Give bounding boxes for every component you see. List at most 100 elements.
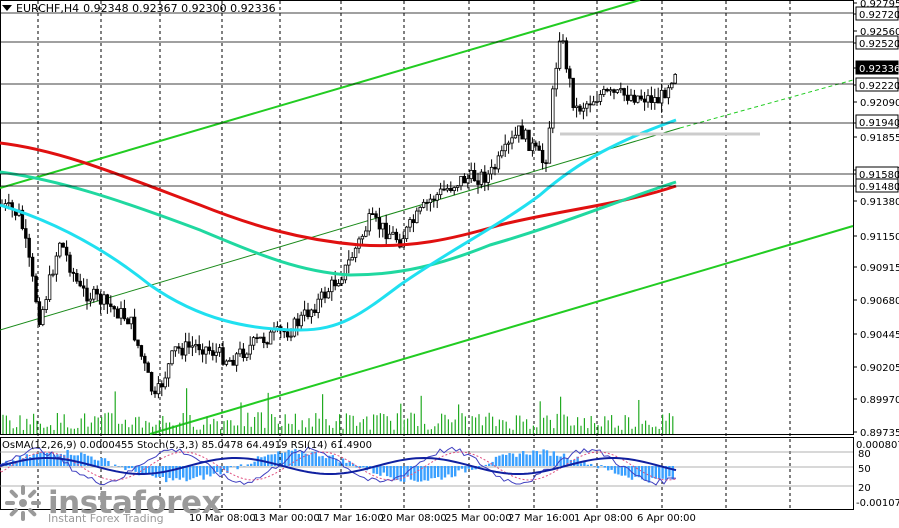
time-axis-label: 10 Mar 08:00 bbox=[189, 513, 256, 524]
osma-bar bbox=[273, 454, 277, 466]
candle-body bbox=[636, 95, 640, 103]
osma-bar bbox=[280, 453, 283, 466]
osma-bar bbox=[93, 459, 96, 466]
indicator-axis-label: 80 bbox=[858, 449, 871, 460]
indicator-panel-frame bbox=[0, 437, 854, 510]
candle-body bbox=[109, 303, 113, 307]
osma-bar bbox=[185, 466, 188, 482]
candle-body bbox=[605, 88, 609, 92]
candle-body bbox=[462, 175, 467, 184]
candle-body bbox=[438, 188, 443, 196]
candle-body bbox=[578, 105, 582, 112]
candle-body bbox=[173, 346, 178, 352]
candle-body bbox=[459, 175, 463, 187]
osma-bar bbox=[49, 452, 52, 466]
price-tag-label: 0.92720 bbox=[859, 10, 899, 21]
candle-body bbox=[493, 166, 497, 170]
osma-bar bbox=[627, 466, 630, 478]
osma-bar bbox=[590, 463, 593, 466]
price-tag-box bbox=[855, 60, 899, 75]
candle-body bbox=[221, 347, 225, 365]
candle-body bbox=[289, 335, 293, 338]
candle-body bbox=[112, 306, 116, 310]
candle-body bbox=[268, 331, 273, 345]
osma-bar bbox=[107, 461, 110, 466]
candle-body bbox=[432, 198, 436, 201]
candle-body bbox=[489, 166, 494, 175]
osma-bar bbox=[664, 466, 668, 481]
brand-tagline: Instant Forex Trading bbox=[48, 512, 164, 525]
level-lines bbox=[0, 12, 853, 187]
osma-bar bbox=[35, 454, 39, 466]
osma-bar bbox=[341, 458, 345, 466]
osma-bar bbox=[522, 451, 525, 466]
osma-bar bbox=[202, 466, 205, 480]
candle-body bbox=[248, 344, 252, 355]
osma-bar bbox=[471, 466, 474, 470]
candle-body bbox=[299, 314, 303, 327]
osma-bar bbox=[637, 466, 640, 478]
candle-body bbox=[612, 89, 616, 93]
osma-bar bbox=[413, 466, 416, 481]
candle-body bbox=[37, 301, 42, 326]
candle-body bbox=[449, 187, 453, 192]
chevron-down-icon[interactable] bbox=[2, 5, 12, 11]
brand-name: instaforex bbox=[48, 485, 221, 521]
candle-body bbox=[183, 341, 188, 356]
ohlc-values: 0.92348 0.92367 0.92300 0.92336 bbox=[83, 1, 276, 15]
osma-bar bbox=[651, 466, 654, 478]
osma-bar bbox=[236, 466, 239, 470]
candle-body bbox=[663, 89, 667, 99]
osma-bar bbox=[216, 466, 219, 473]
price-axis-label: 0.91150 bbox=[860, 232, 899, 243]
channel-lower-line bbox=[149, 225, 854, 435]
osma-bar bbox=[188, 466, 192, 480]
price-axis-label: 0.90915 bbox=[860, 263, 899, 274]
candle-body bbox=[7, 202, 11, 205]
candle-body bbox=[476, 180, 480, 185]
candle-body bbox=[258, 336, 263, 339]
price-axis-label: 0.91380 bbox=[860, 197, 899, 208]
osma-bar bbox=[80, 452, 83, 466]
candle-body bbox=[20, 209, 25, 229]
candle-body bbox=[387, 233, 392, 240]
channel-mid-extension bbox=[679, 79, 854, 129]
candle-body bbox=[166, 363, 171, 379]
candle-body bbox=[231, 359, 235, 366]
osma-bar bbox=[137, 466, 141, 476]
osma-bar bbox=[457, 466, 460, 471]
candle-body bbox=[228, 359, 232, 362]
candle-body bbox=[415, 210, 419, 224]
osma-bar bbox=[148, 466, 151, 474]
candle-body bbox=[598, 94, 603, 102]
candle-body bbox=[319, 291, 324, 300]
candle-body bbox=[472, 170, 477, 182]
candle-body bbox=[496, 155, 501, 170]
chart-header[interactable]: EURCHF,H4 0.92348 0.92367 0.92300 0.9233… bbox=[0, 0, 276, 16]
brand-logo: instaforex Instant Forex Trading bbox=[4, 484, 221, 525]
indicator-axis-label: 20 bbox=[858, 483, 871, 494]
candle-body bbox=[224, 360, 229, 365]
candle-body bbox=[503, 143, 507, 152]
osma-bar bbox=[647, 466, 651, 483]
candle-body bbox=[265, 342, 269, 345]
osma-bar bbox=[661, 466, 664, 479]
candle-body bbox=[245, 353, 249, 358]
osma-bar bbox=[559, 456, 562, 466]
candle-body bbox=[377, 217, 382, 230]
osma-bar bbox=[127, 466, 130, 469]
candle-body bbox=[336, 283, 341, 287]
price-axis-label: 0.92090 bbox=[860, 98, 899, 109]
osma-bar bbox=[372, 466, 375, 474]
main-panel-frame bbox=[0, 0, 854, 435]
candle-body bbox=[595, 100, 599, 103]
candle-body bbox=[326, 291, 331, 299]
candle-body bbox=[632, 94, 637, 103]
osma-bar bbox=[100, 457, 103, 466]
candle-body bbox=[547, 127, 552, 164]
osma-bar bbox=[620, 466, 623, 476]
price-tag-label: 0.91940 bbox=[859, 118, 899, 129]
osma-bar bbox=[613, 466, 617, 474]
osma-bar bbox=[450, 466, 453, 478]
